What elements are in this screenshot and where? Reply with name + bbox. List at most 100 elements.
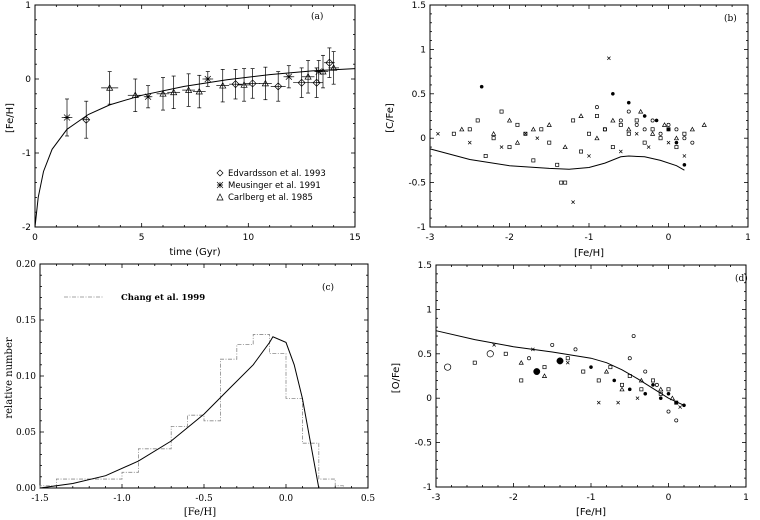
data-point-square [610,145,615,150]
panel-c-histogram [39,334,344,488]
panel-b-points [436,56,707,204]
data-point-x [467,140,472,145]
data-point-triangle [514,139,521,145]
data-point-square [451,131,456,136]
data-point-triangle [689,126,695,132]
panel-c-ylabel: relative number [4,337,15,419]
panel-b-ylabel: [C/Fe] [385,103,396,133]
y-tick-label: 0.00 [16,484,36,494]
data-point-x [616,400,620,405]
panel-c-label: (c) [322,282,334,293]
legend-marker-triangle [216,193,224,201]
x-tick-label: 0.5 [361,494,376,504]
data-point-circle [674,127,679,132]
data-point-x [618,149,623,154]
data-point-diamond [248,79,257,88]
data-point-square [587,131,591,136]
data-point-dot [611,91,615,96]
x-tick-label: 1 [743,493,749,503]
data-point-square [542,365,547,370]
data-point-square [547,140,552,145]
data-point-triangle [673,135,680,141]
panel-c-xlabel: [Fe/H] [184,507,216,518]
data-point-triangle [319,67,327,75]
data-point-square [539,127,544,132]
legend-label-edvardsson: Edvardsson et al. 1993 [228,169,326,179]
panel-b-xlabel: [Fe/H] [574,248,604,259]
data-point-triangle [491,131,497,136]
panel-a-points [61,47,339,139]
x-tick-label: -1.5 [31,494,49,504]
panel-c: (c) [Fe/H] relative number -1.5 -1.0 -0.5 0… [4,260,375,518]
panel-d-points [444,334,686,423]
data-point-triangle [159,90,167,97]
data-point-x [535,136,540,141]
legend-marker-asterisk [216,181,224,189]
data-point-dot [612,378,617,383]
y-tick-label: 1.5 [412,1,426,11]
data-point-circle [682,136,687,141]
data-point-circle [634,122,639,127]
x-tick-label: 5 [139,233,145,243]
x-tick-label: 15 [349,233,360,243]
data-point-x [635,396,640,401]
data-point-square [666,387,671,392]
data-point-circle [650,118,655,123]
data-point-x [565,360,570,365]
data-point-triangle [578,113,584,118]
y-tick-label: 0.5 [418,350,432,360]
y-tick-label: -2 [22,223,31,233]
data-point-triangle [701,122,707,127]
data-point-x [634,131,639,136]
data-point-dot [533,368,541,376]
data-point-circle [643,369,648,374]
data-point-triangle [661,122,668,127]
y-tick-label: 0.5 [412,90,426,100]
data-point-dot [589,365,593,369]
data-point-circle [642,127,647,132]
data-point-dot [556,357,564,365]
legend-label-meusinger: Meusinger et al. 1991 [228,181,321,191]
data-point-square [531,158,536,163]
data-point-dot [627,387,632,392]
data-point-square [651,378,655,383]
y-tick-label: -1 [22,149,31,159]
data-point-asterisk [63,114,71,121]
panel-a-frame [34,4,356,228]
data-point-circle [595,105,599,110]
y-tick-label: 0.20 [16,260,36,270]
data-point-triangle [546,122,552,127]
data-point-circle [666,122,671,127]
panel-a-xlabel: time (Gyr) [169,247,220,258]
panel-a-legend: Edvardsson et al. 1993 Meusinger et al. … [216,169,326,203]
data-point-triangle [650,131,656,136]
y-tick-label: 0 [426,394,432,404]
panel-b-ticks: -3 -2 -1 0 1 -1 -0.5 0 0.5 1 1.5 [408,1,750,243]
data-point-square [634,118,639,123]
data-point-square [565,356,570,361]
panel-a: (a) time (Gyr) [Fe/H] 0 5 10 15 -2 -1 0 1 Edvar… [5,1,361,258]
data-point-x [596,400,601,405]
data-point-square [475,118,480,123]
data-point-triangle [185,86,193,93]
data-point-dot [642,114,647,118]
data-point-dot [658,396,663,401]
y-tick-label: 0.10 [16,372,36,382]
data-point-circle [690,140,695,145]
data-point-square [608,365,613,370]
panel-a-ticks: 0 5 10 15 -2 -1 0 1 [22,1,361,243]
panel-d-ticks: -3 -2 -1 0 1 -1 -0.5 0 0.5 1 1.5 [414,261,748,503]
data-point-circle [654,382,659,387]
data-point-x [678,405,682,409]
data-point-triangle [240,81,248,88]
data-point-asterisk [144,93,152,101]
data-point-dot [626,100,631,105]
panel-d: (d) [Fe/H] [O/Fe] -3 -2 -1 0 1 -1 -0.5 0 0.5 1 1.5 [391,261,749,518]
panel-b-model-curve [429,148,685,171]
data-point-square [472,360,477,365]
y-tick-label: 1 [420,45,426,55]
data-point-triangle [261,79,269,87]
data-point-square [563,180,568,185]
data-point-triangle [170,88,178,96]
panel-b-frame [429,4,749,228]
